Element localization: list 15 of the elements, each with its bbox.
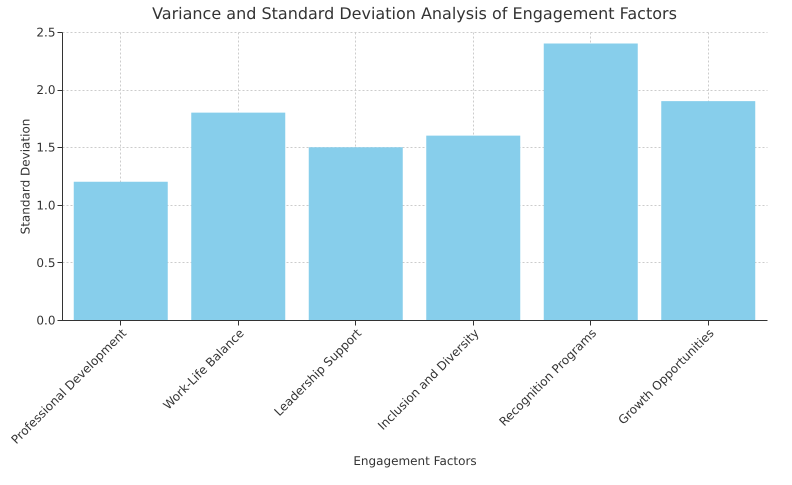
y-tick-label: 2.0: [36, 83, 56, 98]
bar: [74, 182, 168, 320]
y-tick-label: 2.5: [36, 26, 56, 40]
chart-title: Variance and Standard Deviation Analysis of Engagement Factors: [152, 4, 677, 23]
y-tick-label: 1.0: [36, 198, 56, 212]
bar: [191, 112, 286, 320]
bar: [544, 44, 638, 320]
y-tick-label: 0.0: [36, 314, 56, 328]
x-axis-title: Engagement Factors: [353, 454, 477, 468]
bar: [661, 101, 756, 320]
y-tick-label: 1.5: [36, 140, 56, 155]
y-tick-label: 0.5: [36, 256, 56, 270]
bar: [308, 147, 403, 320]
bar: [426, 136, 520, 320]
y-axis-title: Standard Deviation: [18, 118, 32, 234]
